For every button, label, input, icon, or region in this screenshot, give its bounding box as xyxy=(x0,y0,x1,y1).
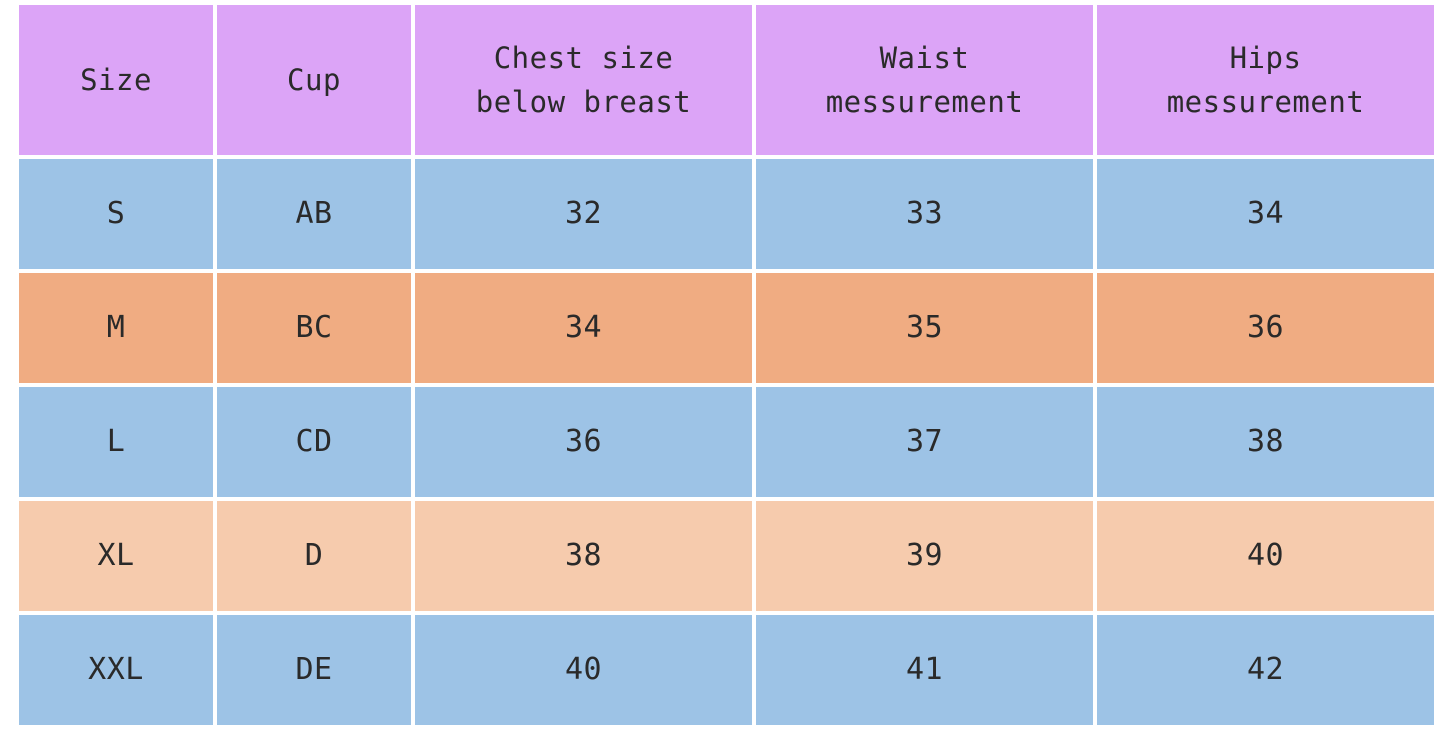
table-cell: 40 xyxy=(415,615,752,725)
table-cell: S xyxy=(19,159,213,269)
table-cell: 37 xyxy=(756,387,1093,497)
header-cell-waist: Waist messurement xyxy=(756,5,1093,155)
table-cell: L xyxy=(19,387,213,497)
header-cell-size: Size xyxy=(19,5,213,155)
table-cell: 33 xyxy=(756,159,1093,269)
table-cell: 38 xyxy=(1097,387,1434,497)
header-cell-hips: Hips messurement xyxy=(1097,5,1434,155)
size-chart-table: Size Cup Chest size below breast Waist m… xyxy=(19,5,1434,729)
table-cell: BC xyxy=(217,273,411,383)
header-label: Hips messurement xyxy=(1166,41,1365,119)
header-cell-cup: Cup xyxy=(217,5,411,155)
table-cell: CD xyxy=(217,387,411,497)
table-cell: 38 xyxy=(415,501,752,611)
header-label: Size xyxy=(80,63,152,97)
table-cell: M xyxy=(19,273,213,383)
table-cell: 42 xyxy=(1097,615,1434,725)
table-cell: 39 xyxy=(756,501,1093,611)
table-cell: 41 xyxy=(756,615,1093,725)
table-cell: 35 xyxy=(756,273,1093,383)
table-cell: 32 xyxy=(415,159,752,269)
table-cell: 34 xyxy=(415,273,752,383)
table-cell: 36 xyxy=(1097,273,1434,383)
table-cell: 40 xyxy=(1097,501,1434,611)
table-cell: 34 xyxy=(1097,159,1434,269)
table-cell: 36 xyxy=(415,387,752,497)
header-label: Waist messurement xyxy=(825,41,1024,119)
table-cell: XXL xyxy=(19,615,213,725)
table-cell: XL xyxy=(19,501,213,611)
table-cell: AB xyxy=(217,159,411,269)
header-cell-chest: Chest size below breast xyxy=(415,5,752,155)
header-label: Cup xyxy=(287,63,341,97)
table-cell: D xyxy=(217,501,411,611)
header-label: Chest size below breast xyxy=(475,41,692,119)
table-cell: DE xyxy=(217,615,411,725)
